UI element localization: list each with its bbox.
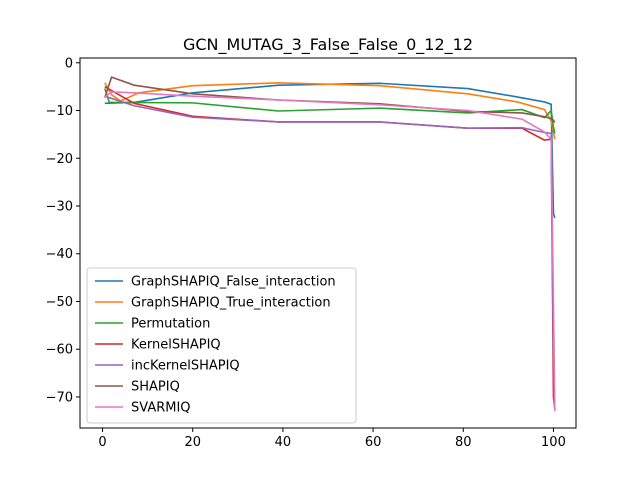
x-tick-label: 100 [541, 435, 566, 450]
y-tick-label: 0 [65, 56, 73, 71]
x-tick-label: 20 [184, 435, 201, 450]
legend-label-3: Permutation [131, 317, 210, 332]
legend-box [86, 267, 357, 424]
legend-label-2: GraphSHAPIQ_True_interaction [131, 296, 331, 311]
y-tick-label: −10 [46, 104, 73, 119]
legend-label-1: GraphSHAPIQ_False_interaction [131, 275, 336, 290]
series-layer [104, 76, 556, 412]
x-tick-label: 0 [98, 435, 106, 450]
y-tick-label: −70 [46, 390, 73, 405]
legend-label-6: SHAPIQ [131, 380, 180, 395]
x-tick-label: 40 [275, 435, 292, 450]
y-tick-label: −50 [46, 295, 73, 310]
y-tick-label: −20 [46, 152, 73, 167]
x-tick-label: 60 [365, 435, 382, 450]
y-tick-label: −60 [46, 343, 73, 358]
series-line-7 [104, 91, 556, 412]
y-axis: 0 −10 −20 −30 −40 −50 −60 −70 [46, 56, 80, 405]
y-tick-label: −40 [46, 247, 73, 262]
series-line-3 [104, 88, 556, 134]
x-axis: 0 20 40 60 80 100 [98, 428, 566, 450]
x-tick-label: 80 [455, 435, 472, 450]
legend-label-4: KernelSHAPIQ [131, 338, 221, 353]
chart-title: GCN_MUTAG_3_False_False_0_12_12 [183, 35, 473, 55]
y-tick-label: −30 [46, 200, 73, 215]
legend: GraphSHAPIQ_False_interaction GraphSHAPIQ… [86, 267, 357, 424]
legend-label-7: SVARMIQ [131, 401, 191, 416]
plot-area-frame [79, 57, 577, 429]
legend-label-5: incKernelSHAPIQ [131, 359, 240, 374]
